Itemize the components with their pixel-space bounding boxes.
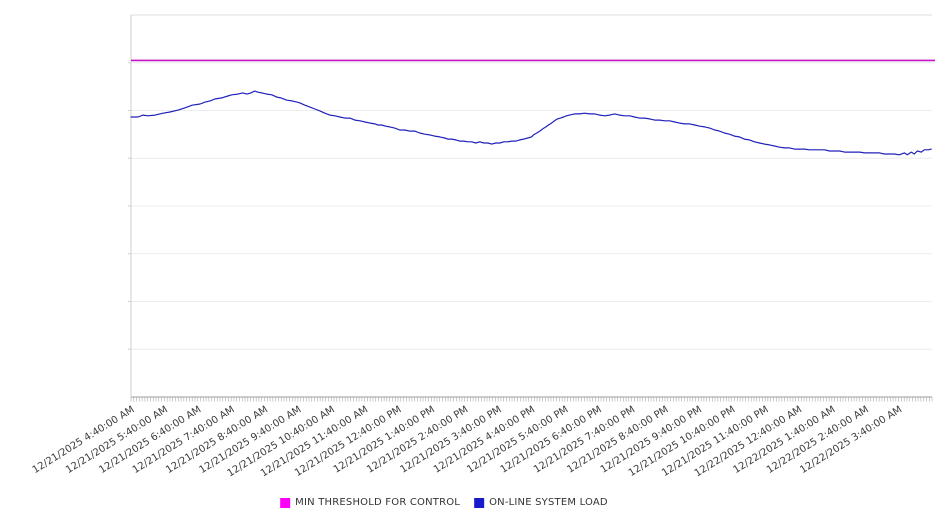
legend-item-online-system-load[interactable]: ON-LINE SYSTEM LOAD (474, 497, 608, 508)
legend-label-online-system-load: ON-LINE SYSTEM LOAD (489, 497, 608, 508)
legend: MIN THRESHOLD FOR CONTROL ON-LINE SYSTEM… (280, 497, 608, 508)
legend-label-min-threshold: MIN THRESHOLD FOR CONTROL (295, 497, 461, 508)
legend-item-min-threshold[interactable]: MIN THRESHOLD FOR CONTROL (280, 497, 460, 508)
system-load-line (130, 90, 932, 156)
legend-swatch-magenta-icon (280, 497, 291, 508)
legend-swatch-blue-icon (474, 497, 485, 508)
